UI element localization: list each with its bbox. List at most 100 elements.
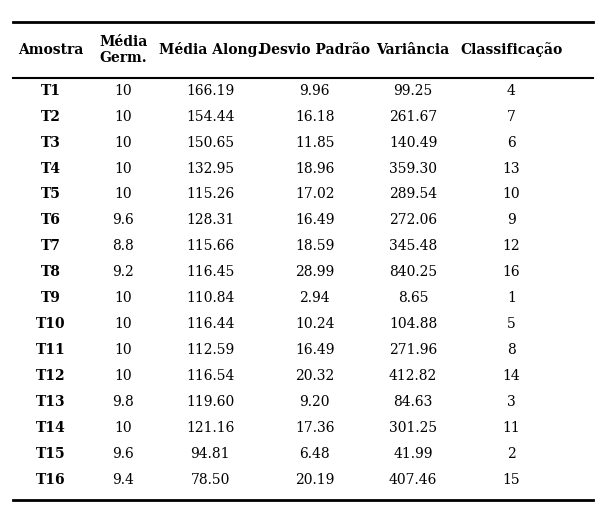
Text: 17.02: 17.02 [295,187,335,201]
Text: 132.95: 132.95 [186,161,235,176]
Text: 99.25: 99.25 [393,84,433,98]
Text: 6.48: 6.48 [299,447,330,461]
Text: T5: T5 [41,187,61,201]
Text: 4: 4 [507,84,516,98]
Text: 84.63: 84.63 [393,395,433,409]
Text: 112.59: 112.59 [186,343,235,357]
Text: 154.44: 154.44 [186,110,235,124]
Text: 115.66: 115.66 [186,239,235,253]
Text: 15: 15 [502,473,521,487]
Text: 345.48: 345.48 [389,239,437,253]
Text: 110.84: 110.84 [186,291,235,305]
Text: 10: 10 [115,317,132,331]
Text: Amostra: Amostra [18,43,84,57]
Text: 10: 10 [502,187,521,201]
Text: 16: 16 [502,265,521,279]
Text: 16.49: 16.49 [295,214,335,227]
Text: 7: 7 [507,110,516,124]
Text: 16.18: 16.18 [295,110,335,124]
Text: 78.50: 78.50 [191,473,230,487]
Text: T8: T8 [41,265,61,279]
Text: 9.6: 9.6 [113,214,135,227]
Text: 16.49: 16.49 [295,343,335,357]
Text: 150.65: 150.65 [186,136,235,150]
Text: 12: 12 [502,239,521,253]
Text: T10: T10 [36,317,66,331]
Text: 166.19: 166.19 [186,84,235,98]
Text: 8: 8 [507,343,516,357]
Text: 271.96: 271.96 [389,343,437,357]
Text: T12: T12 [36,369,66,383]
Text: 2.94: 2.94 [299,291,330,305]
Text: 10: 10 [115,343,132,357]
Text: 412.82: 412.82 [389,369,437,383]
Text: 13: 13 [502,161,521,176]
Text: 94.81: 94.81 [191,447,230,461]
Text: Média
Germ.: Média Germ. [99,35,148,65]
Text: 116.54: 116.54 [186,369,235,383]
Text: 9.6: 9.6 [113,447,135,461]
Text: 8.65: 8.65 [398,291,428,305]
Text: 9.96: 9.96 [299,84,330,98]
Text: 10: 10 [115,136,132,150]
Text: 115.26: 115.26 [186,187,235,201]
Text: 9.2: 9.2 [113,265,135,279]
Text: 116.44: 116.44 [186,317,235,331]
Text: 5: 5 [507,317,516,331]
Text: 28.99: 28.99 [295,265,334,279]
Text: 10.24: 10.24 [295,317,335,331]
Text: Variância: Variância [376,43,450,57]
Text: 9.20: 9.20 [299,395,330,409]
Text: T9: T9 [41,291,61,305]
Text: T16: T16 [36,473,66,487]
Text: 10: 10 [115,421,132,435]
Text: 261.67: 261.67 [389,110,437,124]
Text: 10: 10 [115,187,132,201]
Text: 2: 2 [507,447,516,461]
Text: T1: T1 [41,84,61,98]
Text: 18.96: 18.96 [295,161,335,176]
Text: T6: T6 [41,214,61,227]
Text: 8.8: 8.8 [113,239,135,253]
Text: 9.8: 9.8 [113,395,135,409]
Text: 17.36: 17.36 [295,421,335,435]
Text: 1: 1 [507,291,516,305]
Text: 14: 14 [502,369,521,383]
Text: T11: T11 [36,343,66,357]
Text: T4: T4 [41,161,61,176]
Text: 119.60: 119.60 [186,395,235,409]
Text: 10: 10 [115,161,132,176]
Text: 20.32: 20.32 [295,369,334,383]
Text: Classificação: Classificação [461,42,562,57]
Text: 272.06: 272.06 [389,214,437,227]
Text: 10: 10 [115,110,132,124]
Text: 116.45: 116.45 [186,265,235,279]
Text: 140.49: 140.49 [389,136,437,150]
Text: 41.99: 41.99 [393,447,433,461]
Text: 9.4: 9.4 [113,473,135,487]
Text: 18.59: 18.59 [295,239,335,253]
Text: 10: 10 [115,291,132,305]
Text: 6: 6 [507,136,516,150]
Text: 10: 10 [115,369,132,383]
Text: 301.25: 301.25 [389,421,437,435]
Text: T14: T14 [36,421,66,435]
Text: T3: T3 [41,136,61,150]
Text: 359.30: 359.30 [389,161,437,176]
Text: 121.16: 121.16 [186,421,235,435]
Text: 11.85: 11.85 [295,136,335,150]
Text: 3: 3 [507,395,516,409]
Text: 9: 9 [507,214,516,227]
Text: T2: T2 [41,110,61,124]
Text: 289.54: 289.54 [389,187,437,201]
Text: 128.31: 128.31 [186,214,235,227]
Text: 11: 11 [502,421,521,435]
Text: 10: 10 [115,84,132,98]
Text: T13: T13 [36,395,66,409]
Text: T15: T15 [36,447,66,461]
Text: Média Along.: Média Along. [159,42,262,57]
Text: 840.25: 840.25 [389,265,437,279]
Text: 20.19: 20.19 [295,473,335,487]
Text: T7: T7 [41,239,61,253]
Text: 104.88: 104.88 [389,317,437,331]
